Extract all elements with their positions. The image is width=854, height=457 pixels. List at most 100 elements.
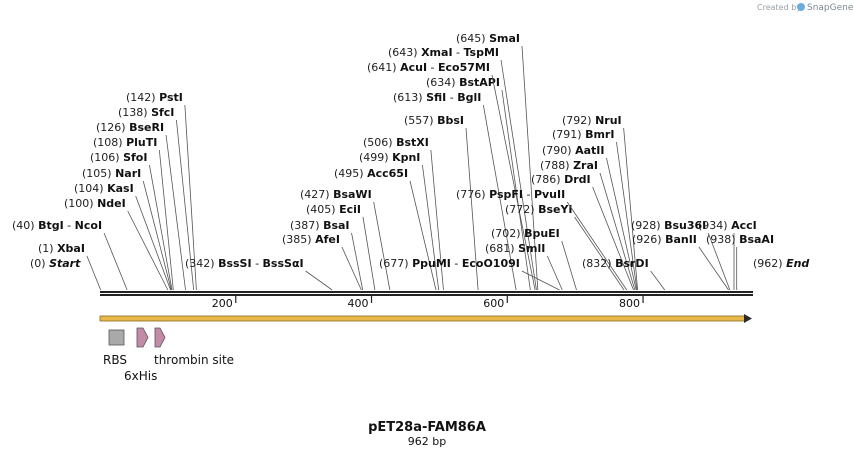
site-name: NcoI — [75, 219, 102, 232]
site-kpni[interactable]: (499) KpnI — [359, 151, 440, 291]
site-position: (105) — [82, 167, 115, 180]
site-leader-line — [351, 232, 364, 291]
site-label: (100) NdeI — [64, 197, 126, 210]
site-label: (126) BseRI — [96, 121, 164, 134]
site-position: (100) — [64, 197, 97, 210]
site-nrui[interactable]: (792) NruI — [562, 114, 639, 291]
site-bsu36i[interactable]: (928) Bsu36I — [631, 219, 731, 291]
site-position: (1) — [38, 242, 57, 255]
site-ecii[interactable]: (405) EciI — [306, 203, 376, 291]
site-name: PpuMI — [412, 257, 451, 270]
site-leader-line — [574, 216, 625, 291]
site-label: (790) AatII — [542, 144, 604, 157]
site-xmai-tspmi[interactable]: (643) XmaI - TspMI — [388, 46, 537, 291]
site-leader-line — [707, 232, 731, 291]
site-name: EcoO109I — [462, 257, 520, 270]
site-name: NdeI — [97, 197, 126, 210]
site-position: (643) — [388, 46, 421, 59]
site-name: BglI — [457, 91, 481, 104]
map-length: 962 bp — [408, 435, 446, 448]
site-banii[interactable]: (926) BanII — [632, 233, 729, 291]
site-pluti[interactable]: (108) PluTI — [93, 136, 174, 291]
site-bseri[interactable]: (126) BseRI — [96, 121, 186, 291]
site-leader-line — [606, 157, 637, 291]
site-afei[interactable]: (385) AfeI — [282, 233, 362, 291]
site-leader-line — [592, 186, 634, 291]
site-label: (499) KpnI — [359, 151, 420, 164]
site-label: (788) ZraI — [540, 159, 598, 172]
site-btgi-ncoi[interactable]: (40) BtgI - NcoI — [12, 219, 128, 291]
site-name: SmlI — [518, 242, 545, 255]
site-bmri[interactable]: (791) BmrI — [552, 128, 638, 291]
site-bsaai[interactable]: (938) BsaAI — [706, 233, 774, 290]
site-end[interactable]: (962) End — [753, 257, 809, 270]
site-nari[interactable]: (105) NarI — [82, 167, 172, 291]
site-aatii[interactable]: (790) AatII — [542, 144, 637, 291]
site-sfoi[interactable]: (106) SfoI — [90, 151, 173, 291]
site-ppumi-ecoo109i[interactable]: (677) PpuMI - EcoO109I — [379, 257, 560, 291]
site-leader-line — [482, 104, 517, 291]
site-bbsi[interactable]: (557) BbsI — [404, 114, 479, 291]
site-position: (645) — [456, 32, 489, 45]
site-label: (40) BtgI - NcoI — [12, 219, 102, 232]
site-smai[interactable]: (645) SmaI — [456, 32, 539, 291]
site-acui-eco57mi[interactable]: (641) AcuI - Eco57MI — [367, 61, 536, 291]
credit-brand: SnapGene — [807, 3, 854, 13]
site-name: BanII — [665, 233, 697, 246]
rbs-feature[interactable] — [108, 329, 125, 346]
thrombin-site-label: thrombin site — [154, 353, 234, 367]
site-bsrdi[interactable]: (832) BsrDI — [582, 257, 666, 291]
6xhis-label: 6xHis — [124, 369, 157, 383]
site-name: Start — [49, 257, 81, 270]
site-bseyi[interactable]: (772) BseYI — [505, 203, 625, 291]
site-bsawi[interactable]: (427) BsaWI — [300, 188, 391, 291]
site-bsssi-bsssαi[interactable]: (342) BssSI - BssSαI — [185, 257, 333, 291]
site-bstapi[interactable]: (634) BstAPI — [426, 76, 531, 291]
site-ndei[interactable]: (100) NdeI — [64, 197, 169, 291]
site-position: (613) — [393, 91, 426, 104]
site-zrai[interactable]: (788) ZraI — [540, 159, 636, 291]
site-label: (405) EciI — [306, 203, 361, 216]
site-psti[interactable]: (142) PstI — [126, 91, 197, 291]
site-leader-line — [149, 164, 173, 291]
site-leader-line — [616, 141, 638, 291]
site-name: AfeI — [315, 233, 340, 246]
site-bstxi[interactable]: (506) BstXI — [363, 136, 444, 291]
site-label: (938) BsaAI — [706, 233, 774, 246]
site-leader-line — [409, 180, 437, 291]
site-position: (106) — [90, 151, 123, 164]
site-name: SfoI — [123, 151, 147, 164]
site-position: (934) — [698, 219, 731, 232]
site-label: (342) BssSI - BssSαI — [185, 257, 304, 270]
site-name: BseRI — [129, 121, 164, 134]
site-name: BtgI — [38, 219, 64, 232]
site-drdi[interactable]: (786) DrdI — [531, 173, 634, 291]
site-acci[interactable]: (934) AccI — [698, 219, 757, 290]
site-name: KasI — [107, 182, 134, 195]
site-leader-line — [158, 149, 174, 291]
site-bpuei[interactable]: (702) BpuEI — [491, 227, 577, 291]
6xhis-feature[interactable] — [136, 327, 149, 348]
site-kasi[interactable]: (104) KasI — [74, 182, 171, 291]
site-leader-line — [521, 270, 560, 291]
site-name: BsrDI — [615, 257, 649, 270]
site-leader-line — [566, 201, 628, 291]
site-leader-line — [546, 255, 563, 291]
site-name: SfcI — [151, 106, 174, 119]
site-leader-line — [362, 216, 376, 291]
site-leader-line — [561, 240, 577, 291]
site-sfii-bgli[interactable]: (613) SfiI - BglI — [393, 91, 517, 291]
site-xbai[interactable]: (1) XbaI — [38, 242, 102, 291]
site-pspfi-pvuii[interactable]: (776) PspFI - PvuII — [456, 188, 628, 291]
orf-arrow[interactable] — [99, 314, 752, 323]
site-smli[interactable]: (681) SmlI — [485, 242, 563, 291]
site-start[interactable]: (0) Start — [30, 257, 81, 270]
site-label: (427) BsaWI — [300, 188, 372, 201]
site-label: (557) BbsI — [404, 114, 464, 127]
site-sfci[interactable]: (138) SfcI — [118, 106, 195, 291]
site-bsai[interactable]: (387) BsaI — [290, 219, 364, 291]
site-acc65i[interactable]: (495) Acc65I — [334, 167, 437, 291]
backbone-top-strand — [100, 291, 753, 293]
thrombin-site-feature[interactable] — [154, 327, 166, 348]
site-name: BpuEI — [524, 227, 560, 240]
